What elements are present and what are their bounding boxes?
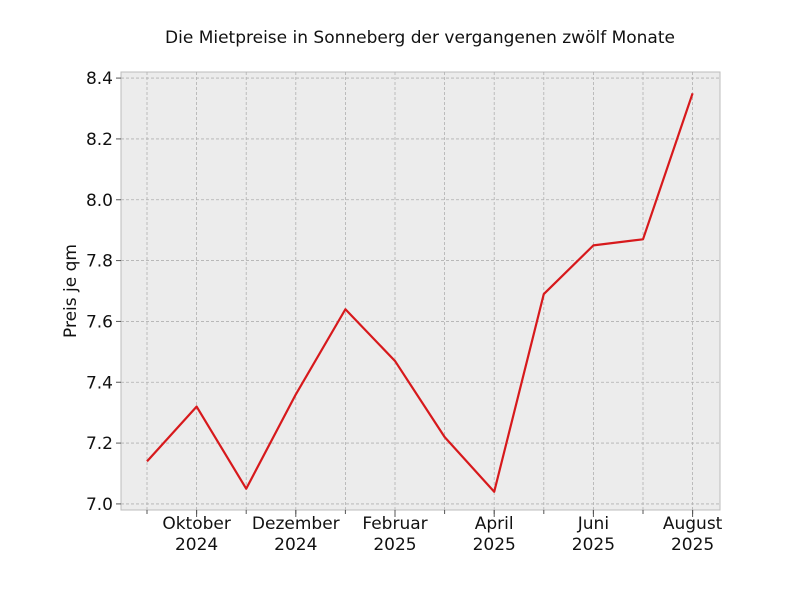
y-tick-label: 8.4 xyxy=(86,69,113,89)
y-tick-label: 7.2 xyxy=(86,434,113,454)
x-tick-label-month: Oktober xyxy=(162,514,231,534)
y-axis-label: Preis je qm xyxy=(61,244,81,338)
x-tick-label-month: April xyxy=(475,514,514,534)
x-tick-label-year: 2024 xyxy=(175,535,218,555)
x-tick-label-year: 2025 xyxy=(373,535,416,555)
x-tick-label-year: 2024 xyxy=(274,535,317,555)
y-tick-label: 8.0 xyxy=(86,191,113,211)
x-tick-label-year: 2025 xyxy=(671,535,714,555)
y-tick-label: 7.6 xyxy=(86,312,113,332)
y-tick-label: 7.8 xyxy=(86,252,113,272)
y-tick-label: 8.2 xyxy=(86,130,113,150)
y-tick-label: 7.0 xyxy=(86,495,113,515)
x-tick-label-month: Februar xyxy=(362,514,427,534)
chart-title: Die Mietpreise in Sonneberg der vergange… xyxy=(165,28,675,48)
y-tick-label: 7.4 xyxy=(86,373,113,393)
axis-ticks: 7.07.27.47.67.88.08.28.4Oktober2024Dezem… xyxy=(86,69,723,555)
x-tick-label-month: August xyxy=(663,514,723,534)
series-layer xyxy=(146,92,694,493)
series-line xyxy=(146,92,694,493)
plot-area xyxy=(120,71,721,511)
x-tick-label-month: Dezember xyxy=(252,514,340,534)
x-tick-label-year: 2025 xyxy=(572,535,615,555)
x-tick-label-month: Juni xyxy=(577,514,609,534)
x-tick-label-year: 2025 xyxy=(473,535,516,555)
